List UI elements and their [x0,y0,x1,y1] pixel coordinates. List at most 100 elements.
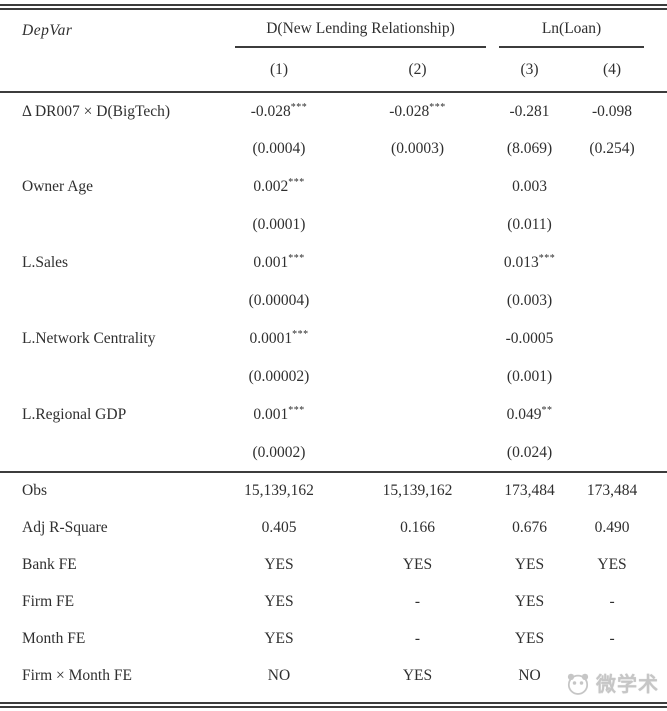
cell-value: YES [264,555,294,573]
row-label: L.Regional GDP [22,406,127,423]
cell-value [348,396,487,434]
coefficient-rows: Δ DR007 × D(BigTech) -0.028*** -0.028*** -0… [0,92,667,472]
cell-value [572,244,667,282]
table-row: Owner Age 0.002*** 0.003 [0,168,667,206]
cell-value: 0.013*** [503,253,556,272]
cell-value [348,244,487,282]
table-row: (0.0004) (0.0003) (8.069) (0.254) [0,130,667,168]
table-row: Firm FE YES - YES - [0,583,667,620]
cell-value: (0.0001) [252,216,306,233]
cell-value: 0.490 [594,518,630,536]
group-header-lending: D(New Lending Relationship) [210,10,487,48]
cell-value: -0.028*** [250,101,308,120]
cell-value: YES [597,555,627,573]
cell-value: YES [264,629,294,647]
cell-value: YES [514,629,545,647]
table-row: Month FE YES - YES - [0,620,667,657]
cell-value [572,320,667,358]
cell-value: (0.003) [506,292,553,309]
cell-value [348,434,487,472]
cell-value: 0.001*** [253,253,305,272]
cell-value: (0.024) [506,443,553,461]
column-number-row: (1) (2) (3) (4) [0,48,667,93]
group-header-lending-label: D(New Lending Relationship) [235,20,487,48]
cell-value: (8.069) [506,140,553,157]
cell-value [572,358,667,396]
cell-value [572,206,667,244]
cell-value: -0.0005 [505,330,554,347]
cell-value: - [414,592,421,610]
cell-value: -0.028*** [389,101,446,120]
row-label: Obs [0,471,210,509]
column-header-2: (2) [348,48,488,93]
cell-value: 0.001*** [253,405,305,424]
cell-value: 0.0001*** [249,329,309,348]
statistics-rows: Obs 15,139,162 15,139,162 173,484 173,484 Adj… [0,471,667,694]
table-row: Adj R-Square 0.405 0.166 0.676 0.490 [0,509,667,546]
table-row: Obs 15,139,162 15,139,162 173,484 173,484 [0,471,667,509]
table-row: L.Network Centrality 0.0001*** -0.0005 [0,320,667,358]
cell-value: 15,139,162 [210,471,348,509]
cell-value: - [609,592,615,610]
cell-value [348,358,487,396]
cell-value [572,168,667,206]
cell-value: YES [402,666,433,684]
row-label [0,434,210,472]
table-row: (0.0002) (0.024) [0,434,667,472]
table-row: (0.00002) (0.001) [0,358,667,396]
cell-value: 0.003 [512,178,547,195]
cell-value: -0.098 [592,102,633,120]
cell-value [348,168,487,206]
table-row: (0.00004) (0.003) [0,282,667,320]
table-row: L.Sales 0.001*** 0.013*** [0,244,667,282]
cell-value: YES [514,555,545,573]
cell-value: (0.001) [506,368,553,385]
row-label: Adj R-Square [22,518,108,536]
cell-value: (0.0004) [252,140,306,157]
column-header-1: (1) [210,48,348,93]
row-label: Firm FE [22,592,75,610]
results-table: DepVar D(New Lending Relationship) Ln(Lo… [0,10,667,694]
cell-value: 0.676 [512,518,547,536]
cell-value: 15,139,162 [348,471,488,509]
column-header-empty [0,48,210,93]
row-label: L.Sales [22,254,69,271]
column-header-3: (3) [487,48,573,93]
group-header-loan: Ln(Loan) [487,10,667,48]
row-label [0,282,210,320]
group-header-loan-label: Ln(Loan) [499,20,645,48]
cell-value [572,396,667,434]
cell-value: YES [514,592,545,610]
row-label: Owner Age [22,178,94,195]
cell-value: (0.254) [589,140,635,157]
row-label [0,358,210,396]
cell-value: 173,484 [487,471,573,509]
cell-value: (0.0003) [391,140,444,157]
cell-value: - [609,629,615,647]
table-row: Δ DR007 × D(BigTech) -0.028*** -0.028*** -0… [0,92,667,130]
cell-value: YES [264,592,294,610]
cell-value: 0.002*** [253,177,305,196]
cell-value: 173,484 [572,471,667,509]
regression-table: DepVar D(New Lending Relationship) Ln(Lo… [0,4,667,708]
cell-value [572,434,667,472]
table-row: Bank FE YES YES YES YES [0,546,667,583]
cell-value [348,206,487,244]
column-header-4: (4) [572,48,667,93]
cell-value: (0.00002) [248,368,310,385]
cell-value: (0.011) [507,216,552,233]
depvar-label: DepVar [22,22,73,39]
cell-value [572,657,667,694]
cell-value: 0.049** [506,405,553,424]
cell-value: (0.00004) [248,292,310,309]
cell-value: -0.281 [509,102,550,120]
cell-value: - [414,629,421,647]
cell-value [348,320,487,358]
row-label: Bank FE [22,555,77,573]
row-label: Δ DR007 × D(BigTech) [22,102,171,120]
row-label: Month FE [22,629,86,647]
cell-value: NO [518,666,541,684]
row-label [0,206,210,244]
table-row: L.Regional GDP 0.001*** 0.049** [0,396,667,434]
